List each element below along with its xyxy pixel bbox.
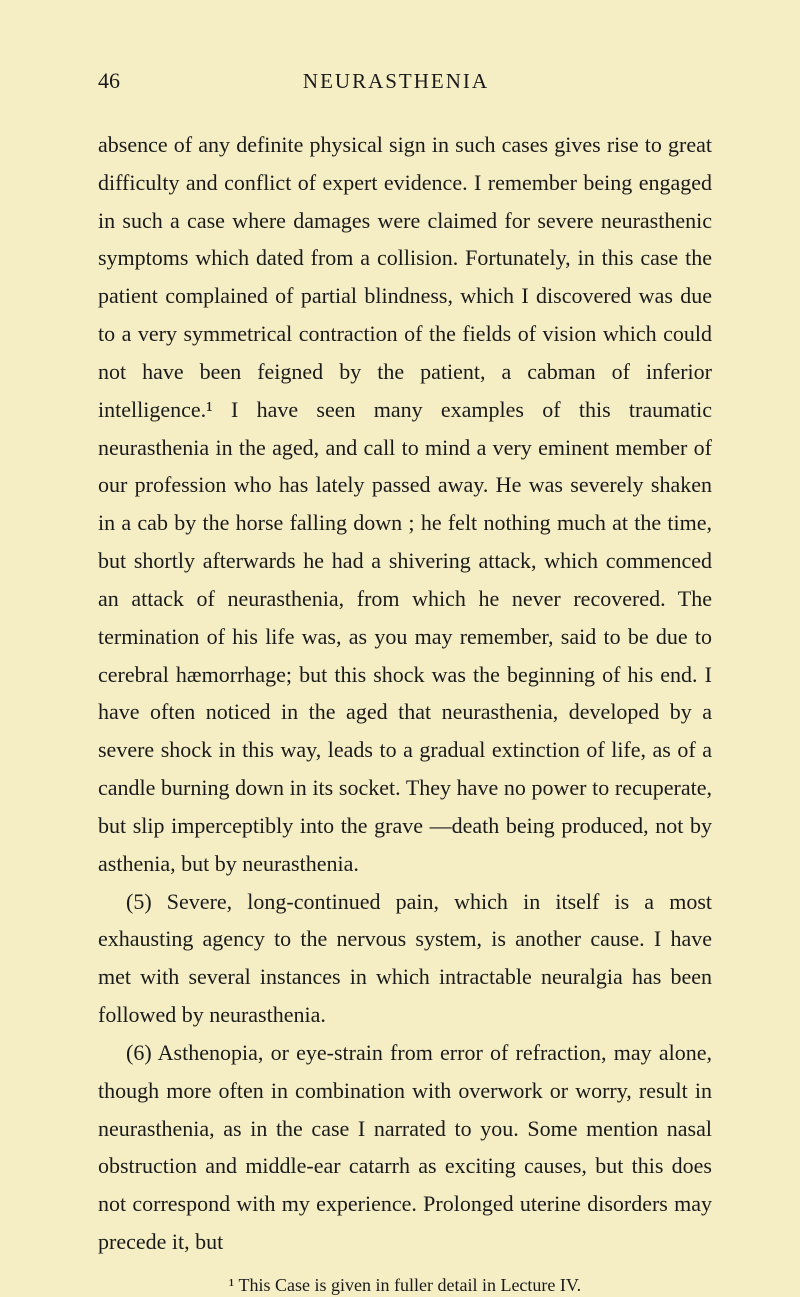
footnote: ¹ This Case is given in fuller detail in… <box>98 1275 712 1296</box>
paragraph-3: (6) Asthenopia, or eye-strain from error… <box>98 1034 712 1261</box>
paragraph-1: absence of any definite physical sign in… <box>98 126 712 883</box>
page-header: 46 NEURASTHENIA <box>98 68 712 94</box>
header-title: NEURASTHENIA <box>80 69 712 94</box>
body-text: absence of any definite physical sign in… <box>98 126 712 1261</box>
paragraph-2: (5) Severe, long-continued pain, which i… <box>98 883 712 1034</box>
